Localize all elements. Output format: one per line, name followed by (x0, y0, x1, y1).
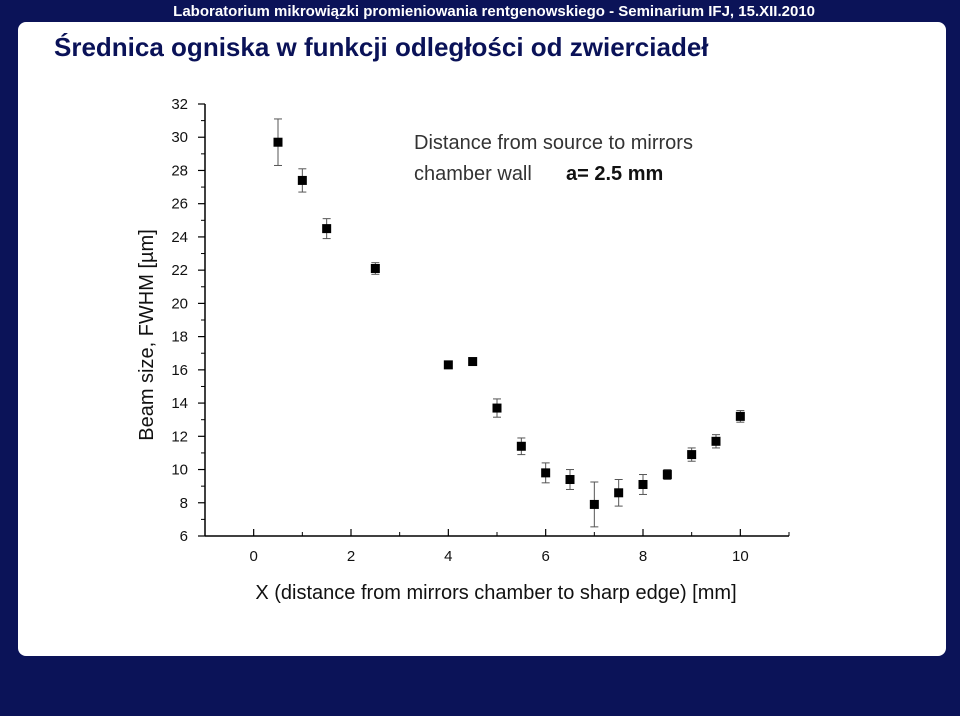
y-tick-label: 12 (171, 428, 188, 445)
x-tick-label: 6 (541, 548, 549, 565)
y-tick-label: 26 (171, 196, 188, 213)
slide-panel: Średnica ogniska w funkcji odległości od… (18, 22, 946, 656)
y-tick-label: 18 (171, 329, 188, 346)
data-point (589, 499, 599, 509)
slide-title: Średnica ogniska w funkcji odległości od… (54, 32, 709, 62)
data-point (297, 175, 307, 185)
data-point (516, 441, 526, 451)
annotation-line2: chamber wall (414, 163, 532, 185)
y-tick-label: 20 (171, 295, 188, 312)
y-tick-label: 14 (171, 395, 188, 412)
data-point (662, 470, 672, 480)
x-tick-label: 2 (347, 548, 355, 565)
x-tick-label: 10 (732, 548, 749, 565)
data-point (638, 479, 648, 489)
data-point (443, 360, 453, 370)
y-tick-label: 22 (171, 262, 188, 279)
footer-bar (0, 656, 960, 716)
data-point (273, 137, 283, 147)
data-point (322, 224, 332, 234)
data-point (468, 357, 478, 367)
data-point (735, 411, 745, 421)
x-axis-label: X (distance from mirrors chamber to shar… (255, 582, 736, 604)
header-banner-text: Laboratorium mikrowiązki promieniowania … (173, 2, 815, 20)
y-tick-label: 28 (171, 162, 188, 179)
data-point (492, 403, 502, 413)
y-tick-label: 6 (180, 528, 188, 545)
y-tick-label: 8 (180, 495, 188, 512)
y-tick-label: 16 (171, 362, 188, 379)
data-point (687, 450, 697, 460)
y-axis-label: Beam size, FWHM [µm] (136, 229, 158, 441)
y-tick-label: 24 (171, 229, 188, 246)
x-tick-label: 0 (249, 548, 257, 565)
chart-points (273, 118, 745, 528)
y-tick-label: 10 (171, 462, 188, 479)
data-point (541, 468, 551, 478)
annotation-line1: Distance from source to mirrors (414, 132, 693, 154)
y-tick-label: 32 (171, 96, 188, 113)
annotation-value: a= 2.5 mm (566, 163, 663, 185)
data-point (565, 475, 575, 485)
header-banner: Laboratorium mikrowiązki promieniowania … (0, 0, 960, 22)
y-tick-label: 30 (171, 129, 188, 146)
data-point (711, 436, 721, 446)
data-point (614, 488, 624, 498)
data-point (370, 263, 380, 273)
x-tick-label: 4 (444, 548, 452, 565)
x-tick-label: 8 (639, 548, 647, 565)
